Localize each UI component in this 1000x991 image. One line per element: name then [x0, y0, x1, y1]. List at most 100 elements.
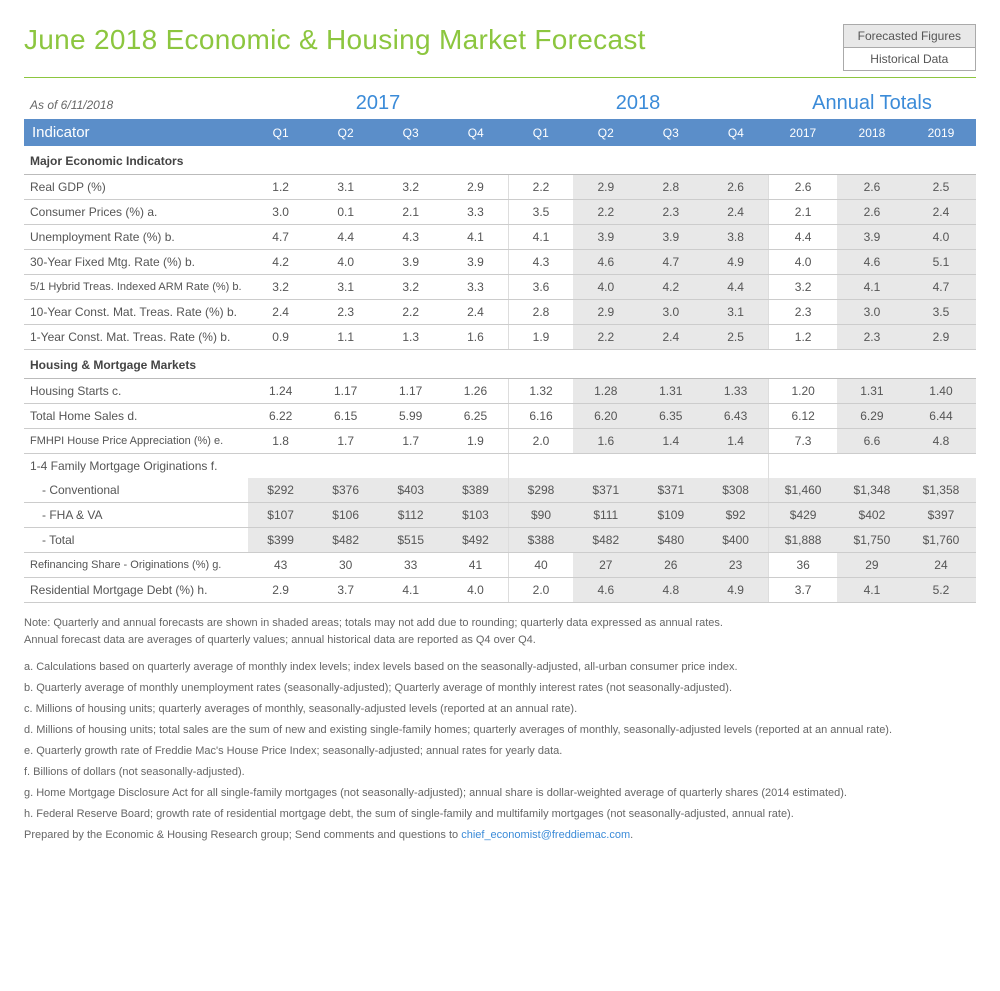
table-row: 1-Year Const. Mat. Treas. Rate (%) b.0.9…: [24, 325, 976, 350]
data-cell: [768, 454, 837, 479]
data-cell: 5.2: [906, 578, 975, 603]
data-cell: 6.6: [837, 429, 906, 454]
data-cell: 6.25: [443, 404, 508, 429]
data-cell: $399: [248, 528, 313, 553]
data-cell: $371: [638, 478, 703, 503]
data-cell: $371: [573, 478, 638, 503]
data-cell: [638, 454, 703, 479]
data-cell: 3.2: [378, 275, 443, 300]
data-cell: 40: [508, 553, 573, 578]
table-row: Refinancing Share - Originations (%) g. 4…: [24, 553, 976, 578]
data-cell: 6.16: [508, 404, 573, 429]
data-cell: 4.7: [906, 275, 975, 300]
data-cell: 1.26: [443, 379, 508, 404]
data-cell: 1.8: [248, 429, 313, 454]
page-title: June 2018 Economic & Housing Market Fore…: [24, 24, 843, 56]
data-cell: 1.24: [248, 379, 313, 404]
data-cell: [508, 454, 573, 479]
data-cell: $482: [313, 528, 378, 553]
section-header-row: Housing & Mortgage Markets: [24, 350, 976, 379]
data-cell: 3.5: [508, 200, 573, 225]
note-g: g. Home Mortgage Disclosure Act for all …: [24, 785, 976, 802]
data-cell: [906, 454, 975, 479]
data-cell: 1.7: [378, 429, 443, 454]
group-header-row: As of 6/11/2018 2017 2018 Annual Totals: [24, 92, 976, 115]
data-cell: 4.3: [508, 250, 573, 275]
data-cell: 3.1: [313, 275, 378, 300]
legend-box: Forecasted Figures Historical Data: [843, 24, 976, 71]
data-cell: 6.44: [906, 404, 975, 429]
data-cell: 4.9: [703, 578, 768, 603]
data-cell: 26: [638, 553, 703, 578]
table-row: - Conventional$292$376$403$389$298$371$3…: [24, 478, 976, 503]
data-cell: 3.3: [443, 275, 508, 300]
data-cell: $112: [378, 503, 443, 528]
row-label: 5/1 Hybrid Treas. Indexed ARM Rate (%) b…: [24, 275, 248, 300]
footnotes: Note: Quarterly and annual forecasts are…: [24, 615, 976, 845]
data-cell: 33: [378, 553, 443, 578]
data-cell: 3.5: [906, 300, 975, 325]
data-cell: 2.2: [508, 175, 573, 200]
data-cell: 2.4: [703, 200, 768, 225]
group-annual: Annual Totals: [768, 92, 976, 115]
col-q4-2018: Q4: [703, 119, 768, 146]
data-cell: 0.9: [248, 325, 313, 350]
data-cell: 2.2: [573, 200, 638, 225]
data-cell: 1.3: [378, 325, 443, 350]
data-cell: 3.3: [443, 200, 508, 225]
table-row: Unemployment Rate (%) b.4.74.44.34.14.13…: [24, 225, 976, 250]
data-cell: $482: [573, 528, 638, 553]
data-cell: 2.4: [638, 325, 703, 350]
row-label: Consumer Prices (%) a.: [24, 200, 248, 225]
note-e: e. Quarterly growth rate of Freddie Mac'…: [24, 743, 976, 760]
row-label: Refinancing Share - Originations (%) g.: [24, 553, 248, 578]
data-cell: 3.9: [837, 225, 906, 250]
data-cell: 2.3: [768, 300, 837, 325]
data-cell: 4.8: [638, 578, 703, 603]
data-cell: [703, 454, 768, 479]
title-rule: [24, 77, 976, 78]
data-cell: 2.1: [768, 200, 837, 225]
data-cell: 3.2: [768, 275, 837, 300]
data-cell: $376: [313, 478, 378, 503]
data-cell: 4.7: [248, 225, 313, 250]
contact-email[interactable]: chief_economist@freddiemac.com: [461, 829, 630, 841]
data-cell: 41: [443, 553, 508, 578]
data-cell: $515: [378, 528, 443, 553]
data-cell: $1,888: [768, 528, 837, 553]
data-cell: 2.8: [508, 300, 573, 325]
data-cell: 3.7: [313, 578, 378, 603]
data-cell: 2.4: [443, 300, 508, 325]
data-cell: 4.0: [313, 250, 378, 275]
table-row: Real GDP (%)1.23.13.22.92.22.92.82.62.62…: [24, 175, 976, 200]
data-cell: 4.7: [638, 250, 703, 275]
row-label: Unemployment Rate (%) b.: [24, 225, 248, 250]
data-cell: 3.0: [837, 300, 906, 325]
data-cell: $1,760: [906, 528, 975, 553]
data-cell: 2.9: [573, 300, 638, 325]
note-a: a. Calculations based on quarterly avera…: [24, 659, 976, 676]
data-cell: 5.1: [906, 250, 975, 275]
data-cell: 3.1: [703, 300, 768, 325]
data-cell: $308: [703, 478, 768, 503]
data-cell: 2.4: [248, 300, 313, 325]
data-cell: 3.1: [313, 175, 378, 200]
row-label: Real GDP (%): [24, 175, 248, 200]
row-label: Total Home Sales d.: [24, 404, 248, 429]
data-cell: 3.7: [768, 578, 837, 603]
data-cell: $1,358: [906, 478, 975, 503]
col-indicator: Indicator: [24, 119, 248, 146]
data-cell: 4.3: [378, 225, 443, 250]
data-cell: 6.29: [837, 404, 906, 429]
data-cell: 4.9: [703, 250, 768, 275]
col-q2-2018: Q2: [573, 119, 638, 146]
data-cell: 1.1: [313, 325, 378, 350]
note-f: f. Billions of dollars (not seasonally-a…: [24, 764, 976, 781]
data-cell: 2.2: [378, 300, 443, 325]
data-cell: 4.6: [573, 578, 638, 603]
data-cell: 1.6: [443, 325, 508, 350]
data-cell: 4.0: [768, 250, 837, 275]
data-cell: 1.17: [378, 379, 443, 404]
row-label: Residential Mortgage Debt (%) h.: [24, 578, 248, 603]
row-label: 1-Year Const. Mat. Treas. Rate (%) b.: [24, 325, 248, 350]
